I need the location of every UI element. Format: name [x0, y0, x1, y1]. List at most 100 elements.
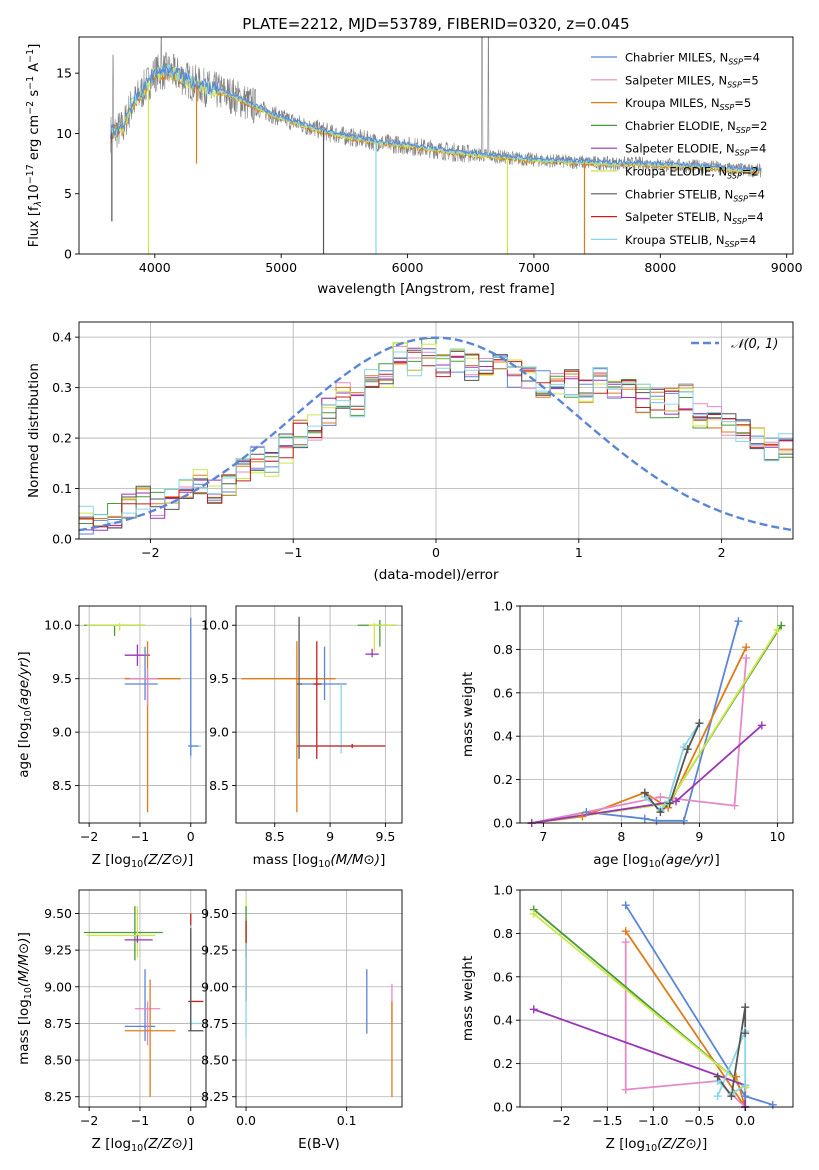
histogram-5: [79, 342, 793, 527]
weight-marker: [640, 788, 649, 797]
y-tick-label: 9.50: [201, 906, 229, 921]
y-axis-label: mass weight: [460, 956, 476, 1041]
y-tick-label: 0.2: [493, 772, 513, 787]
weight-marker: [621, 901, 630, 910]
x-tick-label: −2: [552, 1113, 570, 1128]
panel-age_vs_mass: 8.5 9 9.5 8.5 9.0 9.5 10.0 mass [log10(M/M⊙)]: [201, 605, 403, 870]
weight-marker: [773, 625, 782, 634]
weight-marker: [656, 808, 665, 817]
axes-frame: [235, 605, 403, 824]
weight-marker: [695, 719, 704, 728]
weight-marker: [741, 1081, 750, 1090]
y-tick-label: 0.4: [493, 729, 513, 744]
weight-series-4: [533, 1008, 747, 1107]
y-tick-label: 8.25: [201, 1089, 229, 1104]
x-tick-label: 4000: [139, 260, 171, 275]
y-tick-label: 9.00: [44, 979, 72, 994]
histogram-7: [79, 351, 793, 528]
weight-marker: [713, 1072, 722, 1081]
weight-series-2: [624, 930, 747, 1107]
x-tick-label: 10: [769, 829, 785, 844]
spectrum-data: [110, 37, 762, 178]
x-tick-label: 1: [575, 545, 583, 560]
y-axis-label: Flux [fλ10−17 erg cm−2 s−1 A−1]: [25, 44, 44, 248]
axes-frame: [519, 889, 794, 1108]
y-axis-label: Normed distribution: [26, 363, 42, 498]
y-tick-label: 9.0: [52, 725, 72, 740]
x-tick-label: 8.5: [265, 829, 285, 844]
y-tick-label: 9.5: [209, 671, 229, 686]
x-tick-label: 0.1: [337, 1113, 357, 1128]
x-tick-label: 8: [617, 829, 625, 844]
y-tick-label: 8.5: [209, 778, 229, 793]
x-tick-label: −1: [131, 1113, 149, 1128]
spectrum-model-0: [110, 63, 762, 173]
y-tick-label: 9.5: [52, 671, 72, 686]
panel-mass_vs_Z: −2 −1 0 8.25 8.50 8.75 9.00 9.25 9.50 Z [log10(Z/…: [16, 889, 207, 1154]
y-tick-label: 8.50: [44, 1053, 72, 1068]
legend-entry: Salpeter STELIB, NSSP=4: [625, 210, 764, 226]
y-tick-label: 8.50: [201, 1053, 229, 1068]
x-tick-label: 0: [187, 829, 195, 844]
x-tick-label: 9: [326, 829, 334, 844]
plot-area: [84, 617, 201, 813]
y-tick-label: 1.0: [493, 599, 513, 614]
plot-area: [110, 37, 762, 254]
weight-marker: [683, 745, 692, 754]
x-tick-label: −2: [80, 1113, 98, 1128]
weight-marker: [742, 643, 751, 652]
weight-marker: [582, 808, 591, 817]
axes-frame: [78, 889, 207, 1108]
y-tick-label: 10.0: [44, 618, 72, 633]
x-tick-label: 6000: [392, 260, 424, 275]
x-tick-label: 5000: [265, 260, 297, 275]
y-tick-label: 0.4: [493, 1013, 513, 1028]
weight-marker: [742, 654, 751, 663]
y-tick-label: 0.0: [52, 532, 72, 547]
panel-weight_vs_age: 7 8 9 10 0.0 0.2 0.4 0.6 0.8 1.0 age [log10(age/yr…: [460, 599, 794, 870]
y-tick-label: 1.0: [493, 883, 513, 898]
y-tick-label: 0.8: [493, 926, 513, 941]
weight-marker: [672, 797, 680, 806]
spectrum-model-8: [110, 64, 762, 174]
x-tick-label: −1: [131, 829, 149, 844]
weight-marker: [656, 792, 665, 801]
weight-marker: [679, 816, 688, 825]
weight-marker: [713, 1092, 722, 1101]
weight-series-4: [531, 724, 763, 823]
y-tick-label: 0.8: [493, 642, 513, 657]
x-axis-label: Z [log10(Z/Z⊙)]: [92, 852, 194, 870]
y-tick-label: 0: [64, 247, 72, 262]
y-tick-label: 9.25: [44, 943, 72, 958]
legend-entry: Salpeter MILES, NSSP=5: [625, 73, 759, 89]
weight-series-3: [531, 625, 783, 823]
legend-entry: 𝒩(0, 1): [731, 337, 778, 352]
weight-marker: [730, 801, 739, 810]
panel-weight_vs_Z: −2 −1.5 −1.0 −0.5 0.0 0.0 0.2 0.4 0.6 0.8 1.0 Z [lo…: [460, 883, 794, 1154]
weight-marker: [529, 909, 538, 918]
x-axis-label: Z [log10(Z/Z⊙)]: [606, 1136, 708, 1154]
panel-residuals: −2 −1 0 1 2 0.0 0.1 0.2 0.3 0.4 (data-model)/error…: [26, 321, 794, 583]
weight-marker: [529, 1005, 538, 1014]
weight-series-0: [531, 620, 740, 823]
weight-marker: [741, 1029, 750, 1038]
weight-marker: [640, 814, 649, 823]
weight-series-5: [533, 913, 746, 1089]
x-tick-label: 9: [695, 829, 703, 844]
y-tick-label: 0.1: [52, 481, 72, 496]
x-tick-label: 9000: [771, 260, 803, 275]
y-tick-label: 8.75: [44, 1016, 72, 1031]
x-axis-label: E(B-V): [298, 1136, 340, 1152]
weight-marker: [652, 816, 661, 825]
x-tick-label: 0: [187, 1113, 195, 1128]
y-tick-label: 0.6: [493, 969, 513, 984]
weight-series-1: [531, 658, 748, 823]
y-tick-label: 10.0: [201, 618, 229, 633]
histogram-8: [79, 348, 793, 524]
histogram-2: [79, 351, 793, 526]
y-tick-label: 0.0: [493, 816, 513, 831]
x-tick-label: 8000: [644, 260, 676, 275]
x-tick-label: −2: [141, 545, 159, 560]
y-axis-label: mass weight: [460, 672, 476, 757]
